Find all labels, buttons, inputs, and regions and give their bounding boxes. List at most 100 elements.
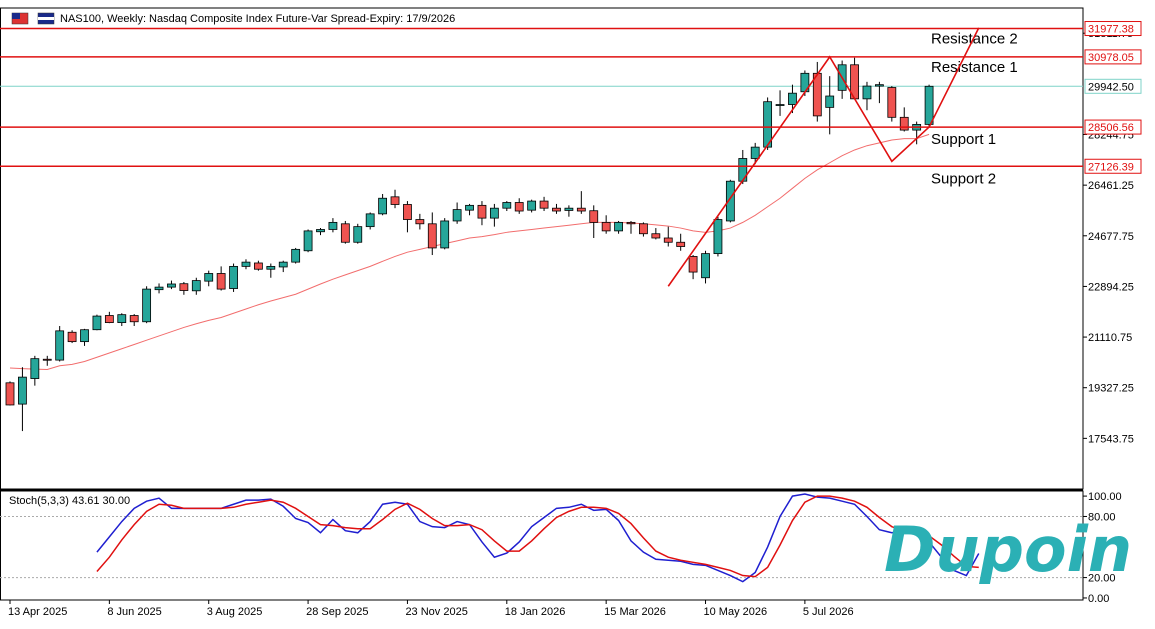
level-label: Resistance 1	[931, 59, 1018, 76]
candle	[378, 193, 388, 216]
candle-body	[5, 382, 15, 406]
x-tick-label: 18 Jan 2026	[505, 606, 566, 618]
candle	[117, 313, 127, 327]
candle	[266, 263, 276, 278]
candle-body	[104, 315, 114, 324]
candle	[552, 203, 561, 214]
candle	[291, 247, 301, 264]
candle	[30, 355, 40, 386]
candle	[639, 222, 648, 237]
candle	[92, 314, 102, 331]
candle	[564, 205, 574, 217]
candle	[42, 355, 52, 366]
candle-body	[514, 202, 524, 212]
candle-body	[489, 207, 499, 219]
candle	[154, 283, 164, 294]
level-price-text: 31977.38	[1088, 24, 1134, 36]
level-price-box	[1084, 119, 1142, 135]
candle	[887, 86, 897, 122]
candle-body	[253, 262, 263, 270]
candle-body	[639, 223, 648, 235]
candle-body	[589, 210, 599, 223]
candle-body	[241, 261, 251, 267]
candle-body	[415, 219, 425, 225]
candle	[353, 223, 363, 244]
candle	[403, 201, 412, 233]
candle	[862, 81, 872, 111]
logo-text: Dupoin	[884, 513, 1132, 586]
x-tick-label: 23 Nov 2025	[405, 606, 467, 618]
candle-body	[191, 280, 201, 292]
candle-body	[564, 207, 574, 211]
candle-body	[80, 329, 89, 343]
candle	[614, 220, 623, 234]
price-panel[interactable]: 31811.7528244.7526461.2524677.7522894.25…	[0, 7, 1142, 491]
price-tick-label: 26461.25	[1088, 180, 1134, 192]
candle	[465, 203, 474, 216]
chart-title: NAS100, Weekly: Nasdaq Composite Index F…	[60, 13, 455, 25]
stoch-title: Stoch(5,3,3) 43.61 30.00	[9, 495, 130, 507]
candle-body	[390, 196, 400, 205]
candle-body	[862, 85, 872, 100]
candle	[142, 286, 152, 324]
zigzag-pattern-line	[667, 27, 980, 287]
candle	[229, 263, 238, 292]
symbol-flag-icon	[11, 12, 55, 25]
x-tick-label: 28 Sep 2025	[306, 606, 368, 618]
candle-body	[788, 92, 797, 105]
candle-body	[353, 226, 363, 243]
candle	[5, 381, 15, 406]
candle-body	[204, 273, 214, 282]
level-label: Resistance 2	[931, 31, 1018, 48]
candle-body	[688, 256, 698, 273]
candle-body	[763, 101, 773, 148]
x-tick-label: 5 Jul 2026	[803, 606, 854, 618]
level-price-text: 28506.56	[1088, 122, 1134, 134]
candle-body	[291, 248, 301, 263]
candle-body	[142, 288, 152, 323]
candle-body	[67, 331, 77, 343]
candle	[216, 266, 226, 291]
candle-body	[179, 283, 189, 291]
candle	[875, 81, 884, 104]
candle-body	[440, 220, 450, 249]
candle-body	[427, 223, 437, 249]
candle-body	[452, 209, 462, 222]
candle	[204, 270, 214, 287]
stoch-tick-label: 20.00	[1088, 573, 1116, 585]
candle-body	[552, 207, 561, 212]
candle-body	[539, 200, 549, 209]
candle	[701, 250, 710, 284]
candle	[167, 280, 176, 290]
candle	[452, 202, 462, 224]
x-tick-label: 8 Jun 2025	[107, 606, 161, 618]
candle-body	[663, 237, 673, 243]
candle	[688, 255, 698, 280]
stoch-signal-line	[96, 495, 979, 578]
candle	[576, 191, 586, 214]
current-price-text: 29942.50	[1088, 81, 1134, 93]
candle	[390, 189, 400, 209]
candle	[924, 84, 934, 128]
x-tick-label: 15 Mar 2026	[604, 606, 666, 618]
candle-body	[601, 221, 611, 232]
candle	[415, 213, 425, 230]
candle	[179, 282, 189, 295]
price-tick-label: 22894.25	[1088, 281, 1134, 293]
candle	[626, 220, 636, 234]
candle	[750, 142, 760, 165]
stoch-frame	[0, 490, 1084, 601]
candle	[775, 90, 785, 116]
x-tick-label: 13 Apr 2025	[8, 606, 67, 618]
x-tick-label: 3 Aug 2025	[207, 606, 263, 618]
candle	[55, 326, 65, 362]
candle-body	[825, 95, 835, 108]
candle-body	[651, 233, 661, 239]
stochastic-panel[interactable]: 100.00 80.00 20.00 0.00 Stoch(5,3,3) 43.61 3…	[0, 490, 1122, 618]
candle-body	[278, 261, 288, 268]
candle-body	[365, 213, 375, 228]
current-price-box	[1084, 78, 1142, 94]
candle-body	[477, 204, 487, 219]
